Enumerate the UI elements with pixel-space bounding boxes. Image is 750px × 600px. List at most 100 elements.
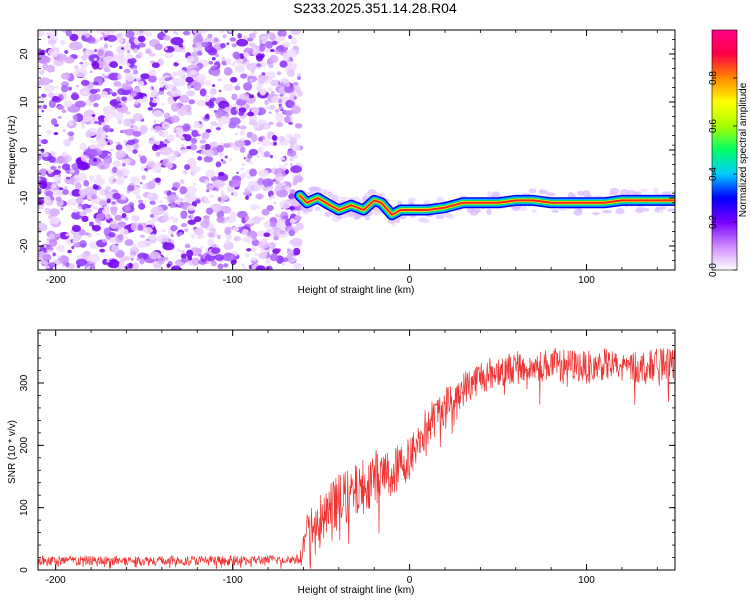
noise-speckle (93, 102, 99, 108)
noise-speckle (123, 140, 127, 144)
noise-speckle (208, 232, 215, 238)
noise-speckle (41, 93, 47, 98)
noise-speckle (109, 61, 119, 68)
noise-speckle (46, 64, 55, 73)
snr-ytick-label: 300 (19, 374, 30, 391)
noise-speckle (185, 186, 198, 195)
noise-speckle (111, 201, 116, 205)
noise-speckle (70, 47, 75, 50)
noise-speckle (43, 260, 49, 266)
noise-speckle (116, 151, 123, 157)
noise-speckle (144, 167, 148, 171)
noise-speckle (52, 252, 56, 257)
noise-speckle (50, 79, 53, 83)
track-halo-speckle (324, 212, 333, 217)
noise-speckle (96, 213, 105, 220)
noise-speckle (258, 137, 264, 142)
noise-speckle (203, 217, 210, 226)
noise-speckle (117, 73, 123, 80)
noise-speckle (267, 87, 273, 92)
noise-speckle (173, 31, 177, 34)
noise-speckle (173, 130, 177, 133)
noise-speckle (292, 175, 304, 183)
noise-speckle (193, 227, 204, 236)
noise-speckle (161, 249, 164, 253)
noise-speckle (256, 141, 261, 145)
snr-axes: -200 -100 0 100 0 100 200 300 (19, 330, 675, 586)
noise-speckle (217, 263, 224, 270)
snr-xtick-label: -100 (223, 575, 243, 586)
noise-speckle (48, 233, 56, 241)
noise-speckle (256, 63, 262, 68)
noise-speckle (163, 141, 168, 144)
noise-speckle (43, 195, 51, 203)
noise-speckle (132, 149, 138, 154)
noise-speckle (107, 142, 111, 145)
noise-speckle (183, 228, 189, 233)
noise-speckle (205, 169, 216, 178)
track-halo-speckle (546, 192, 556, 197)
noise-speckle (85, 266, 94, 270)
noise-speckle (67, 131, 75, 137)
noise-speckle (214, 53, 220, 58)
track-halo-speckle (319, 189, 329, 195)
noise-speckle (225, 57, 232, 65)
noise-speckle (268, 242, 277, 249)
noise-speckle (204, 179, 210, 185)
noise-speckle (240, 167, 245, 171)
noise-speckle (103, 43, 108, 49)
track-halo-speckle (653, 187, 659, 194)
noise-speckle (57, 255, 62, 259)
noise-speckle (132, 113, 144, 122)
track-halo-speckle (626, 189, 637, 196)
noise-speckle (180, 258, 189, 263)
noise-speckle (243, 82, 253, 91)
noise-speckle (292, 82, 299, 87)
noise-speckle (179, 186, 188, 195)
noise-speckle (278, 135, 286, 142)
noise-speckle (150, 206, 164, 216)
noise-speckle (152, 110, 164, 118)
noise-speckle (220, 194, 229, 201)
noise-speckle (155, 162, 163, 167)
noise-speckle (246, 62, 257, 71)
noise-speckle (159, 199, 163, 204)
noise-speckle (282, 262, 285, 266)
noise-speckle (262, 178, 274, 187)
noise-speckle (116, 38, 124, 44)
noise-speckle (196, 99, 206, 107)
noise-speckle (121, 158, 131, 165)
noise-speckle (283, 116, 291, 124)
noise-speckle (272, 229, 279, 237)
noise-speckle (203, 199, 211, 205)
noise-speckle (180, 253, 187, 260)
track-halo-speckle (635, 207, 645, 214)
noise-speckle (218, 152, 225, 158)
noise-speckle (279, 200, 291, 209)
noise-speckle (107, 259, 120, 269)
noise-speckle (150, 96, 161, 104)
noise-speckle (46, 249, 53, 254)
noise-speckle (180, 144, 185, 147)
noise-speckle (175, 183, 179, 189)
noise-speckle (205, 113, 210, 119)
noise-speckle (190, 69, 198, 76)
noise-speckle (186, 145, 192, 150)
track-halo-speckle (408, 197, 417, 202)
noise-speckle (218, 89, 222, 93)
noise-speckle (231, 43, 237, 48)
noise-speckle (204, 94, 209, 98)
noise-speckle (296, 90, 303, 97)
noise-speckle (210, 121, 218, 127)
track-halo-speckle (466, 207, 475, 213)
noise-speckle (170, 234, 174, 238)
noise-speckle (81, 215, 89, 223)
noise-speckle (204, 149, 215, 157)
noise-speckle (265, 257, 271, 264)
noise-speckle (239, 146, 246, 153)
snr-frame (37, 329, 676, 571)
noise-speckle (75, 196, 84, 204)
noise-speckle (244, 253, 250, 258)
noise-speckle (116, 170, 124, 178)
noise-speckle (158, 206, 163, 209)
